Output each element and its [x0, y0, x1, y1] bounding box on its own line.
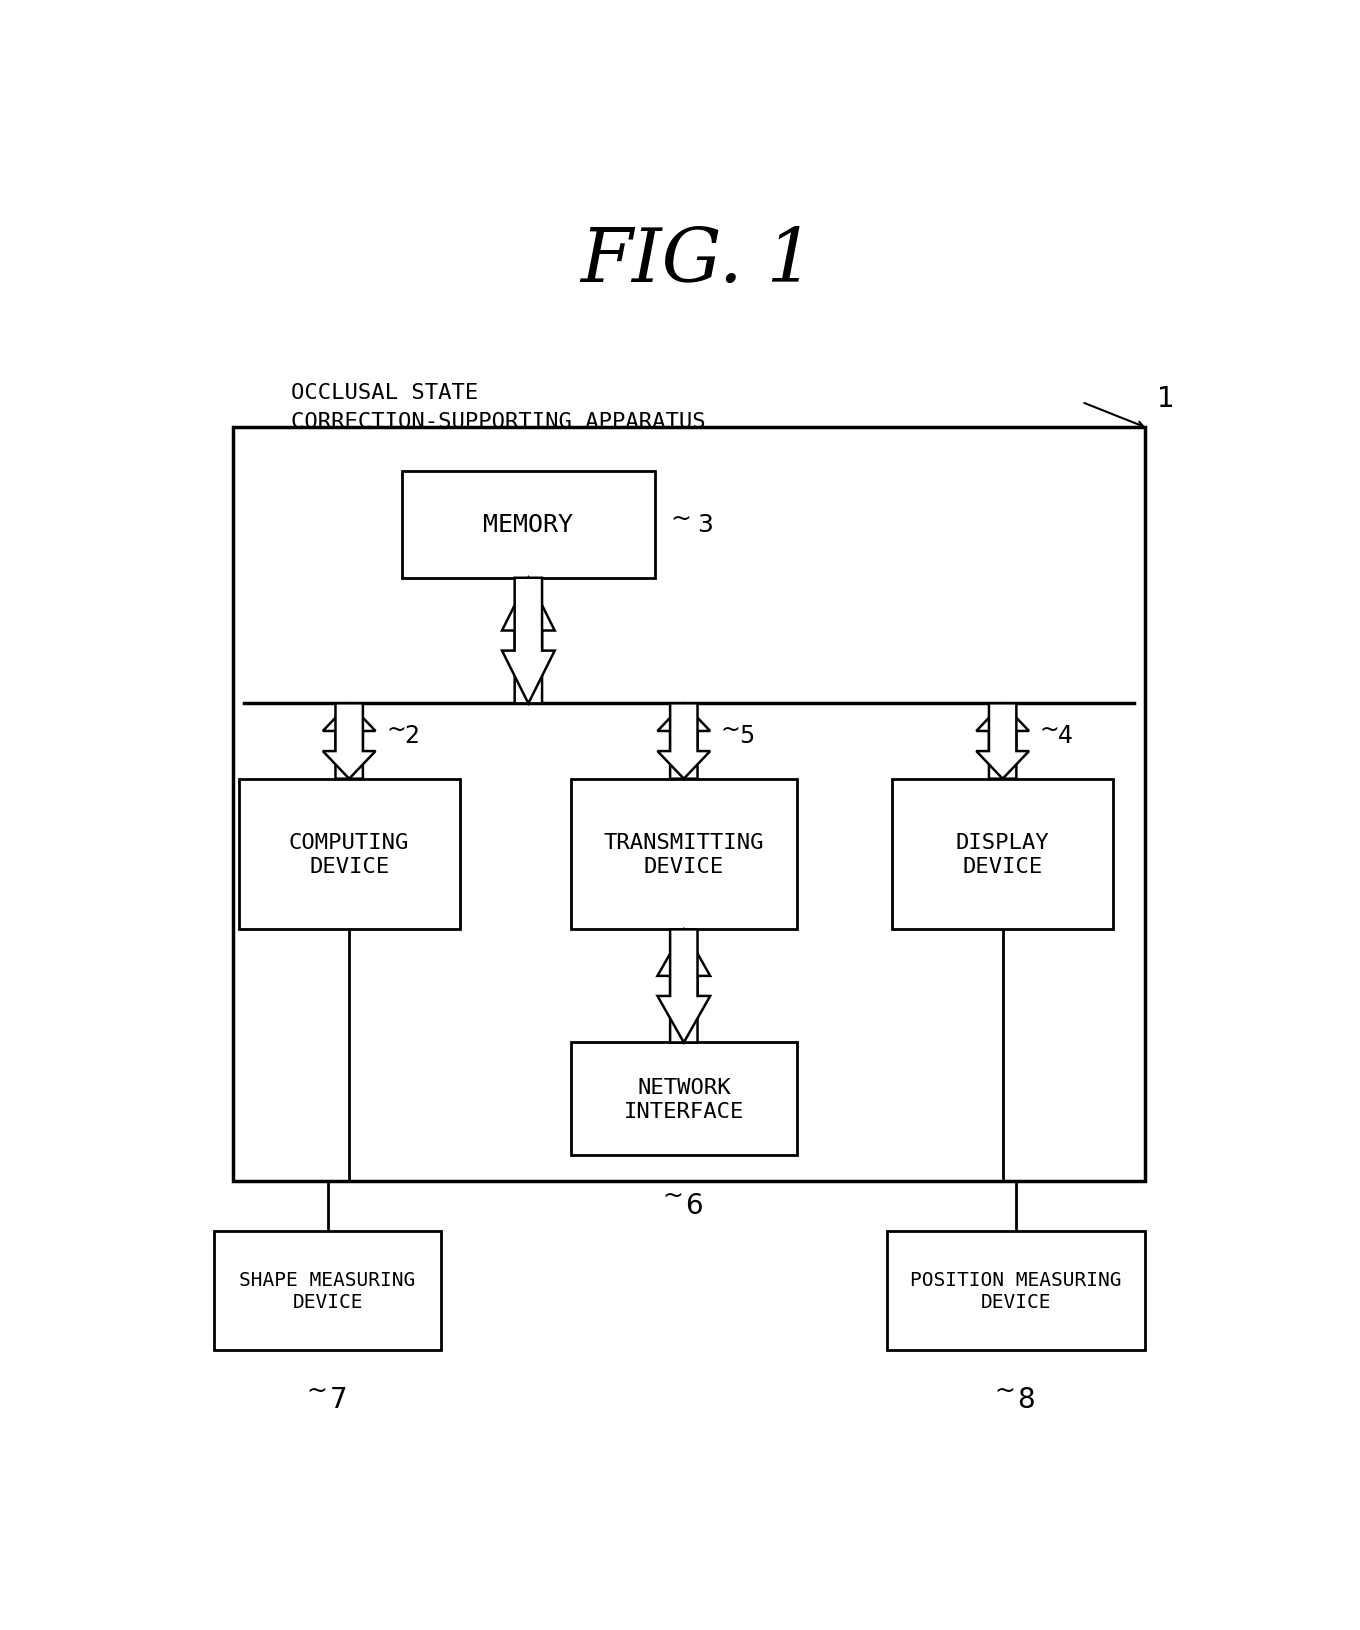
Bar [571, 779, 797, 929]
Text: ~: ~ [721, 717, 741, 742]
Text: OCCLUSAL STATE: OCCLUSAL STATE [291, 383, 479, 403]
Text: TRANSMITTING
DEVICE: TRANSMITTING DEVICE [604, 833, 764, 875]
Bar [403, 471, 654, 579]
Text: 2: 2 [404, 724, 419, 747]
Text: COMPUTING
DEVICE: COMPUTING DEVICE [288, 833, 409, 875]
Text: 6: 6 [685, 1192, 703, 1219]
Polygon shape [322, 704, 375, 779]
Text: 8: 8 [1017, 1386, 1035, 1413]
Text: ~: ~ [386, 717, 405, 742]
Polygon shape [502, 579, 555, 704]
Polygon shape [657, 929, 710, 1043]
Text: ~: ~ [662, 1183, 684, 1208]
Text: 3: 3 [696, 513, 713, 536]
Bar [234, 427, 1145, 1180]
Bar [571, 1043, 797, 1156]
Polygon shape [657, 929, 710, 1043]
Text: NETWORK
INTERFACE: NETWORK INTERFACE [624, 1077, 744, 1121]
Text: SHAPE MEASURING
DEVICE: SHAPE MEASURING DEVICE [239, 1270, 416, 1311]
Bar [215, 1231, 441, 1350]
Text: MEMORY: MEMORY [483, 513, 574, 536]
Text: CORRECTION-SUPPORTING APPARATUS: CORRECTION-SUPPORTING APPARATUS [291, 411, 706, 432]
Polygon shape [657, 704, 710, 779]
Text: ~: ~ [1039, 717, 1059, 742]
Polygon shape [322, 704, 375, 779]
Polygon shape [976, 704, 1030, 779]
Polygon shape [657, 704, 710, 779]
Text: DISPLAY
DEVICE: DISPLAY DEVICE [956, 833, 1050, 875]
Text: ~: ~ [670, 507, 691, 531]
Bar [238, 779, 460, 929]
Text: ~: ~ [306, 1377, 328, 1402]
Bar [892, 779, 1114, 929]
Bar [887, 1231, 1145, 1350]
Text: 4: 4 [1058, 724, 1073, 747]
Polygon shape [502, 579, 555, 704]
Text: 1: 1 [1157, 385, 1175, 412]
Text: ~: ~ [996, 1377, 1016, 1402]
Text: FIG. 1: FIG. 1 [579, 225, 815, 297]
Text: 5: 5 [738, 724, 753, 747]
Text: POSITION MEASURING
DEVICE: POSITION MEASURING DEVICE [910, 1270, 1122, 1311]
Text: 7: 7 [329, 1386, 347, 1413]
Polygon shape [976, 704, 1030, 779]
